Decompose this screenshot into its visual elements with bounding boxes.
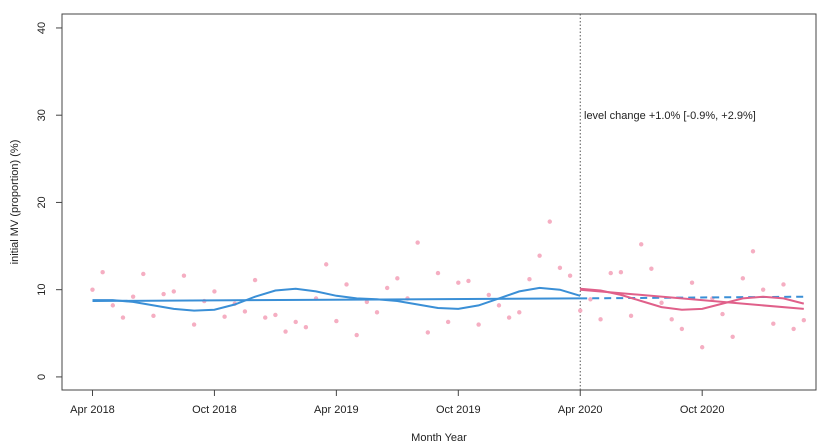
data-point xyxy=(639,242,644,247)
data-point xyxy=(364,299,370,305)
data-point xyxy=(628,313,634,319)
plot-frame xyxy=(61,13,817,391)
x-tick-label: Oct 2018 xyxy=(192,404,237,416)
data-point xyxy=(435,270,441,276)
data-point xyxy=(395,276,400,281)
data-point xyxy=(212,289,217,294)
data-point xyxy=(384,285,390,291)
data-point xyxy=(760,287,766,292)
data-point xyxy=(557,265,563,271)
data-point xyxy=(130,294,136,299)
data-point xyxy=(252,277,258,283)
data-point xyxy=(303,324,309,330)
data-point xyxy=(669,317,674,322)
y-tick-label: 40 xyxy=(36,22,48,34)
data-point xyxy=(222,314,227,319)
data-point xyxy=(588,297,593,302)
data-point xyxy=(141,271,146,277)
data-point xyxy=(181,273,187,278)
data-point xyxy=(374,310,380,315)
line xyxy=(92,297,581,302)
data-point xyxy=(110,303,116,308)
data-point xyxy=(730,334,735,339)
data-point xyxy=(344,282,349,287)
y-axis-label: initial MV (proportion) (%) xyxy=(9,140,21,265)
y-tick-label: 30 xyxy=(36,109,48,121)
data-point xyxy=(293,319,298,325)
data-point xyxy=(771,321,776,326)
data-point xyxy=(273,312,278,318)
data-point xyxy=(649,266,654,271)
data-point xyxy=(90,287,95,292)
data-point xyxy=(263,315,268,320)
data-point xyxy=(161,291,166,297)
data-point xyxy=(567,273,573,278)
data-point xyxy=(781,282,786,287)
data-point xyxy=(699,345,705,350)
data-point xyxy=(720,311,725,317)
data-point xyxy=(506,315,512,320)
data-point xyxy=(608,270,613,276)
line xyxy=(580,287,805,311)
data-point xyxy=(324,262,329,267)
data-point xyxy=(334,318,339,324)
data-point xyxy=(415,240,420,245)
y-tick-label: 10 xyxy=(36,284,48,296)
data-point xyxy=(120,315,126,320)
data-point xyxy=(547,219,552,224)
line xyxy=(580,288,804,310)
x-tick-label: Apr 2020 xyxy=(558,404,603,416)
data-point xyxy=(283,329,288,334)
data-point xyxy=(486,292,491,298)
data-point xyxy=(578,308,583,313)
data-point xyxy=(527,277,532,282)
data-point xyxy=(537,253,542,258)
x-tick-label: Oct 2019 xyxy=(436,404,481,416)
data-point xyxy=(425,330,431,335)
data-point xyxy=(740,276,746,281)
line xyxy=(92,286,581,312)
data-point xyxy=(354,332,359,338)
data-point xyxy=(151,313,156,319)
data-point xyxy=(171,289,176,294)
data-point xyxy=(456,280,461,285)
data-point xyxy=(191,322,197,327)
data-point xyxy=(801,318,807,323)
data-point xyxy=(750,249,756,254)
data-point xyxy=(496,303,502,308)
x-tick-label: Oct 2020 xyxy=(680,404,725,416)
data-point xyxy=(466,278,471,284)
x-axis-label: Month Year xyxy=(411,432,467,444)
data-point xyxy=(689,280,695,285)
data-point xyxy=(791,326,796,332)
data-point xyxy=(445,319,451,325)
data-point xyxy=(100,270,105,275)
data-point xyxy=(242,309,248,314)
y-tick-label: 0 xyxy=(36,374,48,380)
x-tick-label: Apr 2019 xyxy=(314,404,359,416)
data-point xyxy=(517,310,522,315)
data-point xyxy=(598,317,603,322)
x-tick-label: Apr 2018 xyxy=(70,404,115,416)
annotation: level change +1.0% [-0.9%, +2.9%] xyxy=(584,110,756,122)
data-point xyxy=(618,270,624,275)
data-point xyxy=(476,322,481,327)
data-point xyxy=(659,300,664,305)
data-point xyxy=(679,326,685,332)
y-tick-label: 20 xyxy=(36,196,48,208)
